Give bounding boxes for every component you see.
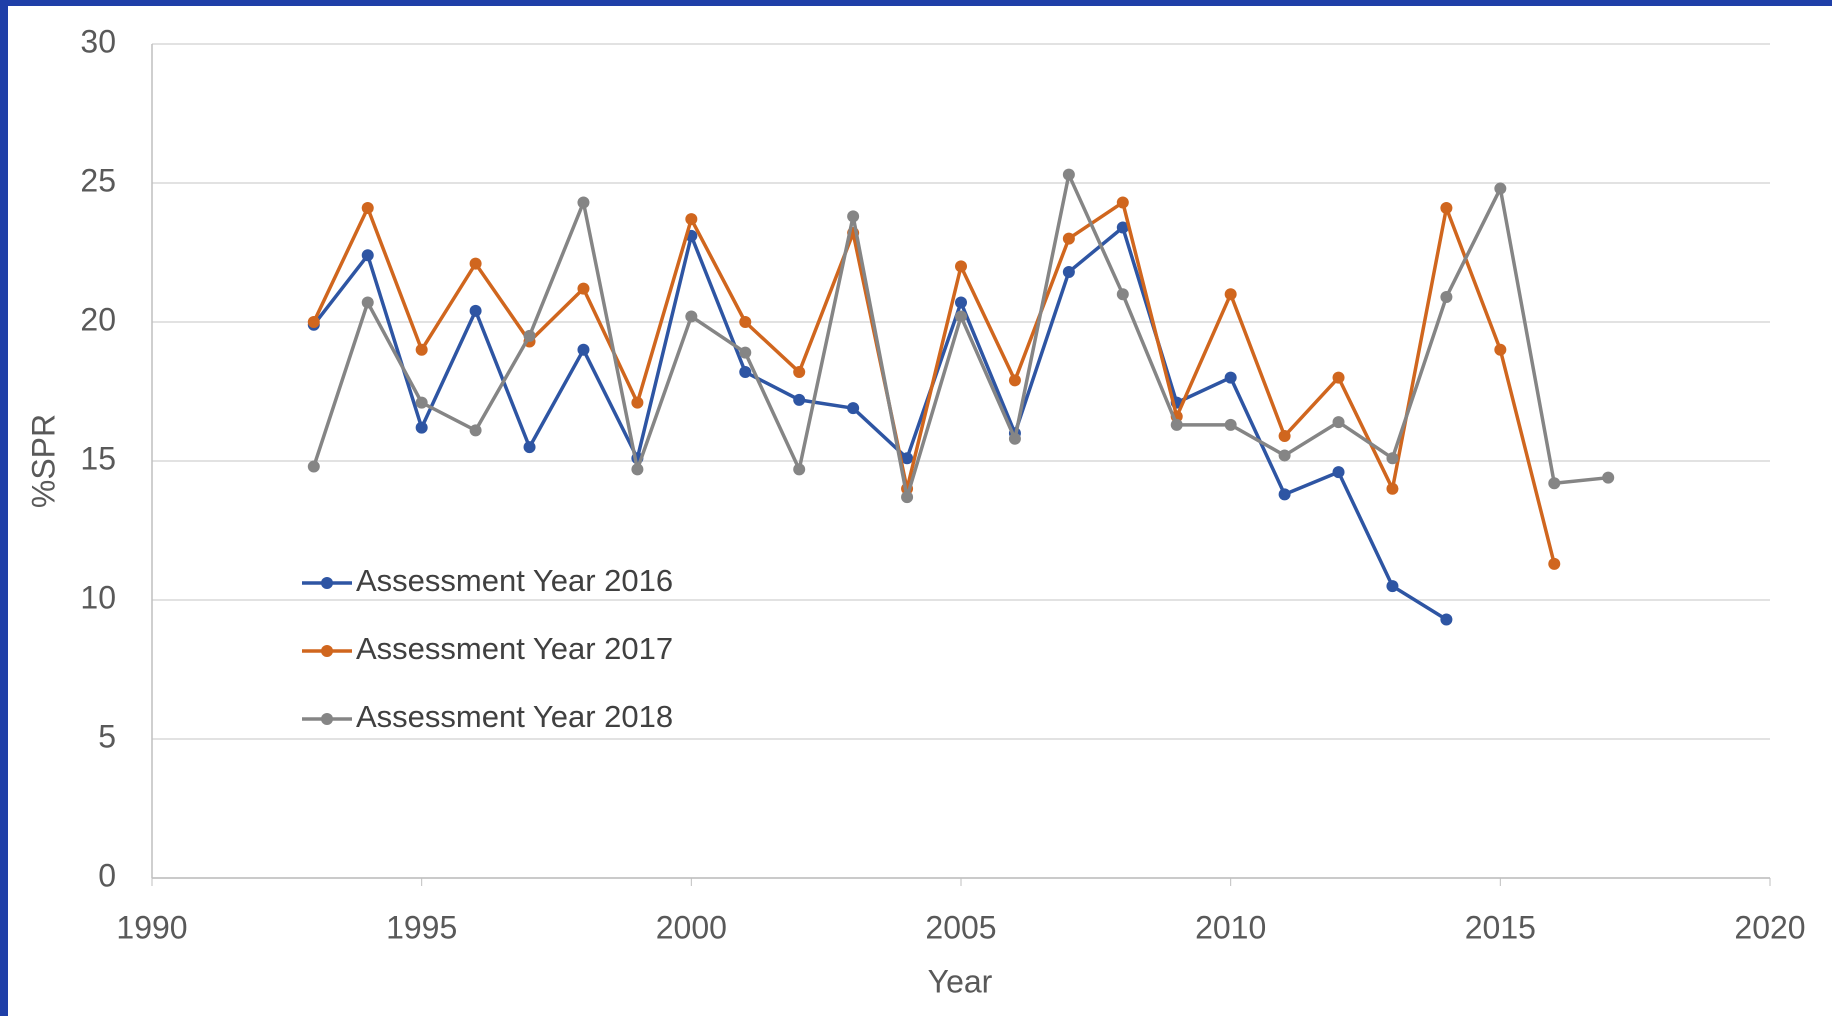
- series-line: [312, 200, 1556, 565]
- data-point: [847, 210, 860, 223]
- data-point: [523, 441, 536, 454]
- data-point: [1224, 288, 1237, 301]
- data-point: [1062, 265, 1075, 278]
- data-point: [739, 346, 752, 359]
- data-point: [793, 366, 806, 379]
- data-point: [1332, 466, 1345, 479]
- data-point: [1494, 343, 1507, 356]
- data-point: [955, 260, 967, 273]
- x-tick-label: 2015: [1465, 909, 1536, 945]
- data-point: [361, 249, 374, 262]
- y-tick-label: 25: [80, 162, 116, 198]
- data-point: [955, 310, 967, 323]
- legend-label: Assessment Year 2018: [356, 699, 673, 734]
- x-tick-label: 1995: [386, 909, 457, 945]
- x-tick-label: 1990: [116, 909, 187, 945]
- data-point: [1386, 482, 1399, 495]
- data-point: [1386, 580, 1399, 593]
- data-point: [1062, 168, 1075, 181]
- data-point: [631, 396, 644, 409]
- data-point: [685, 213, 698, 226]
- data-point: [1440, 613, 1453, 626]
- y-axis-label: %SPR: [25, 414, 61, 508]
- legend-marker: [321, 713, 333, 725]
- data-point: [1548, 557, 1561, 570]
- data-point: [469, 304, 482, 317]
- data-point: [415, 343, 428, 356]
- data-point: [739, 366, 752, 379]
- data-point: [1116, 221, 1129, 234]
- x-axis-label: Year: [928, 963, 993, 999]
- data-point: [1386, 452, 1399, 465]
- y-tick-label: 5: [98, 718, 116, 754]
- data-point: [955, 296, 967, 309]
- legend-marker: [321, 645, 333, 657]
- series-line: [312, 225, 1448, 621]
- y-tick-label: 15: [80, 440, 116, 476]
- data-point: [361, 296, 374, 309]
- data-point: [1440, 290, 1453, 303]
- series-line: [312, 172, 1609, 499]
- data-point: [469, 257, 482, 270]
- y-tick-label: 0: [98, 857, 116, 893]
- data-point: [1602, 471, 1615, 484]
- legend-label: Assessment Year 2016: [356, 563, 673, 598]
- data-point: [793, 463, 806, 476]
- y-tick-label: 30: [80, 23, 116, 59]
- data-point: [1116, 196, 1129, 209]
- data-point: [1062, 232, 1075, 245]
- data-point: [901, 491, 914, 504]
- x-tick-label: 2000: [656, 909, 727, 945]
- data-point: [1548, 477, 1561, 490]
- data-point: [577, 282, 590, 295]
- data-point: [1278, 488, 1291, 501]
- x-tick-label: 2010: [1195, 909, 1266, 945]
- data-point: [469, 424, 482, 437]
- x-tick-label: 2005: [925, 909, 996, 945]
- data-point: [631, 463, 644, 476]
- x-tick-label: 2020: [1734, 909, 1805, 945]
- data-point: [415, 396, 428, 409]
- data-point: [901, 452, 914, 465]
- data-point: [1116, 288, 1129, 301]
- data-point: [1278, 449, 1291, 462]
- data-point: [847, 402, 860, 415]
- data-point: [361, 202, 374, 215]
- data-point: [415, 421, 428, 434]
- y-tick-label: 10: [80, 579, 116, 615]
- data-point: [577, 343, 590, 356]
- data-point: [1170, 418, 1183, 431]
- data-point: [1278, 429, 1291, 442]
- data-point: [523, 329, 536, 342]
- data-point: [685, 310, 698, 323]
- data-point: [739, 316, 752, 328]
- data-point: [1494, 182, 1507, 195]
- y-tick-label: 20: [80, 301, 116, 337]
- legend-marker: [321, 577, 333, 589]
- data-point: [1332, 416, 1345, 429]
- legend-label: Assessment Year 2017: [356, 631, 673, 666]
- data-point: [793, 393, 806, 406]
- data-point: [307, 460, 320, 473]
- data-point: [577, 196, 590, 209]
- data-point: [1332, 371, 1345, 384]
- data-point: [1224, 371, 1237, 384]
- data-point: [307, 316, 320, 328]
- data-point: [1440, 202, 1453, 215]
- data-point: [1008, 432, 1021, 445]
- data-point: [1008, 374, 1021, 387]
- data-point: [1224, 418, 1237, 431]
